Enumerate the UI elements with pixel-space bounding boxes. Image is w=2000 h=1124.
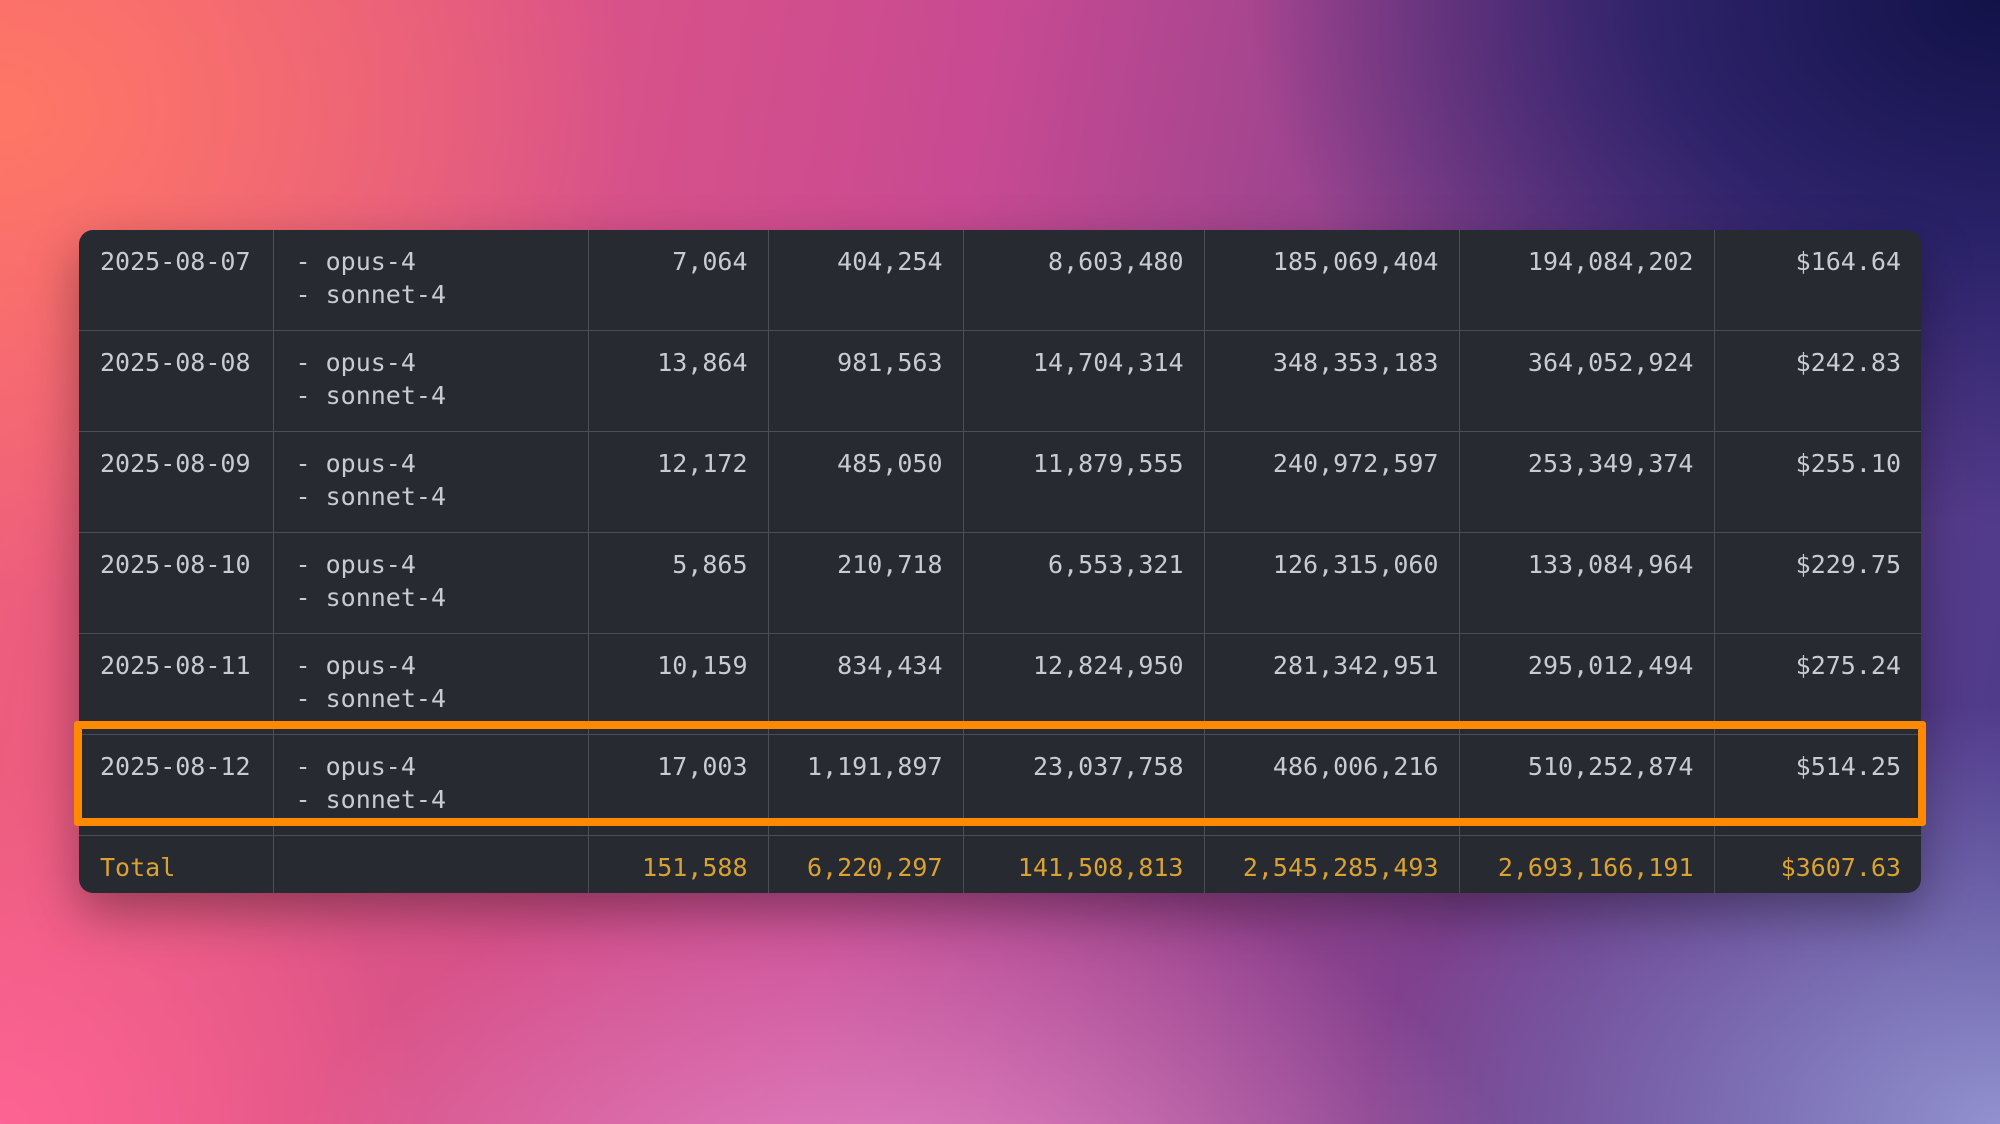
model-name: - sonnet-4 [295,785,447,814]
value-cell: 8,603,480 [962,230,1205,331]
date-cell: 2025-08-07 [79,230,274,331]
model-name: - opus-4 [295,651,416,680]
value-cell: 23,037,758 [962,734,1205,836]
value-cell: 13,864 [587,330,769,432]
model-name: - sonnet-4 [295,482,447,511]
model-name: - opus-4 [295,247,416,276]
value-cell: 133,084,964 [1458,532,1715,634]
model-name: - sonnet-4 [295,381,447,410]
models-cell: - opus-4 - sonnet-4 [272,330,589,432]
total-value-cell: 2,545,285,493 [1203,835,1460,893]
total-cost-cell: $3607.63 [1713,835,1921,893]
cost-cell: $242.83 [1713,330,1921,432]
value-cell: 126,315,060 [1203,532,1460,634]
value-cell: 348,353,183 [1203,330,1460,432]
value-cell: 510,252,874 [1458,734,1715,836]
total-value-cell: 141,508,813 [962,835,1205,893]
value-cell: 7,064 [587,230,769,331]
model-name: - opus-4 [295,550,416,579]
value-cell: 185,069,404 [1203,230,1460,331]
table-row: 2025-08-08 - opus-4 - sonnet-4 13,864 98… [79,330,1921,432]
value-cell: 12,824,950 [962,633,1205,735]
value-cell: 486,006,216 [1203,734,1460,836]
total-row: Total 151,588 6,220,297 141,508,813 2,54… [79,835,1921,893]
value-cell: 834,434 [767,633,964,735]
date-cell: 2025-08-11 [79,633,274,735]
value-cell: 281,342,951 [1203,633,1460,735]
value-cell: 12,172 [587,431,769,533]
table-row: 2025-08-09 - opus-4 - sonnet-4 12,172 48… [79,431,1921,533]
value-cell: 295,012,494 [1458,633,1715,735]
model-name: - opus-4 [295,752,416,781]
value-cell: 364,052,924 [1458,330,1715,432]
value-cell: 253,349,374 [1458,431,1715,533]
date-cell: 2025-08-10 [79,532,274,634]
total-value-cell: 2,693,166,191 [1458,835,1715,893]
cost-cell: $514.25 [1713,734,1921,836]
value-cell: 981,563 [767,330,964,432]
table-row: 2025-08-10 - opus-4 - sonnet-4 5,865 210… [79,532,1921,634]
value-cell: 210,718 [767,532,964,634]
models-cell: - opus-4 - sonnet-4 [272,230,589,331]
table-row: 2025-08-07 - opus-4 - sonnet-4 7,064 404… [79,230,1921,331]
cost-cell: $164.64 [1713,230,1921,331]
table-row: 2025-08-11 - opus-4 - sonnet-4 10,159 83… [79,633,1921,735]
date-cell: 2025-08-08 [79,330,274,432]
total-value-cell: 151,588 [587,835,769,893]
cost-cell: $229.75 [1713,532,1921,634]
value-cell: 5,865 [587,532,769,634]
value-cell: 1,191,897 [767,734,964,836]
model-name: - sonnet-4 [295,280,447,309]
value-cell: 14,704,314 [962,330,1205,432]
value-cell: 6,553,321 [962,532,1205,634]
model-name: - sonnet-4 [295,684,447,713]
date-cell: 2025-08-09 [79,431,274,533]
value-cell: 485,050 [767,431,964,533]
value-cell: 10,159 [587,633,769,735]
models-cell: - opus-4 - sonnet-4 [272,633,589,735]
usage-table-card: 2025-08-07 - opus-4 - sonnet-4 7,064 404… [79,230,1921,893]
total-value-cell: 6,220,297 [767,835,964,893]
value-cell: 240,972,597 [1203,431,1460,533]
models-cell: - opus-4 - sonnet-4 [272,431,589,533]
date-cell: 2025-08-12 [79,734,274,836]
model-name: - opus-4 [295,348,416,377]
total-label: Total [79,835,274,893]
usage-table: 2025-08-07 - opus-4 - sonnet-4 7,064 404… [79,230,1921,893]
cost-cell: $255.10 [1713,431,1921,533]
models-cell: - opus-4 - sonnet-4 [272,734,589,836]
model-name: - sonnet-4 [295,583,447,612]
value-cell: 404,254 [767,230,964,331]
cost-cell: $275.24 [1713,633,1921,735]
table-row-highlighted: 2025-08-12 - opus-4 - sonnet-4 17,003 1,… [79,734,1921,836]
models-cell: - opus-4 - sonnet-4 [272,532,589,634]
value-cell: 17,003 [587,734,769,836]
value-cell: 194,084,202 [1458,230,1715,331]
value-cell: 11,879,555 [962,431,1205,533]
total-models-cell [272,835,589,893]
model-name: - opus-4 [295,449,416,478]
